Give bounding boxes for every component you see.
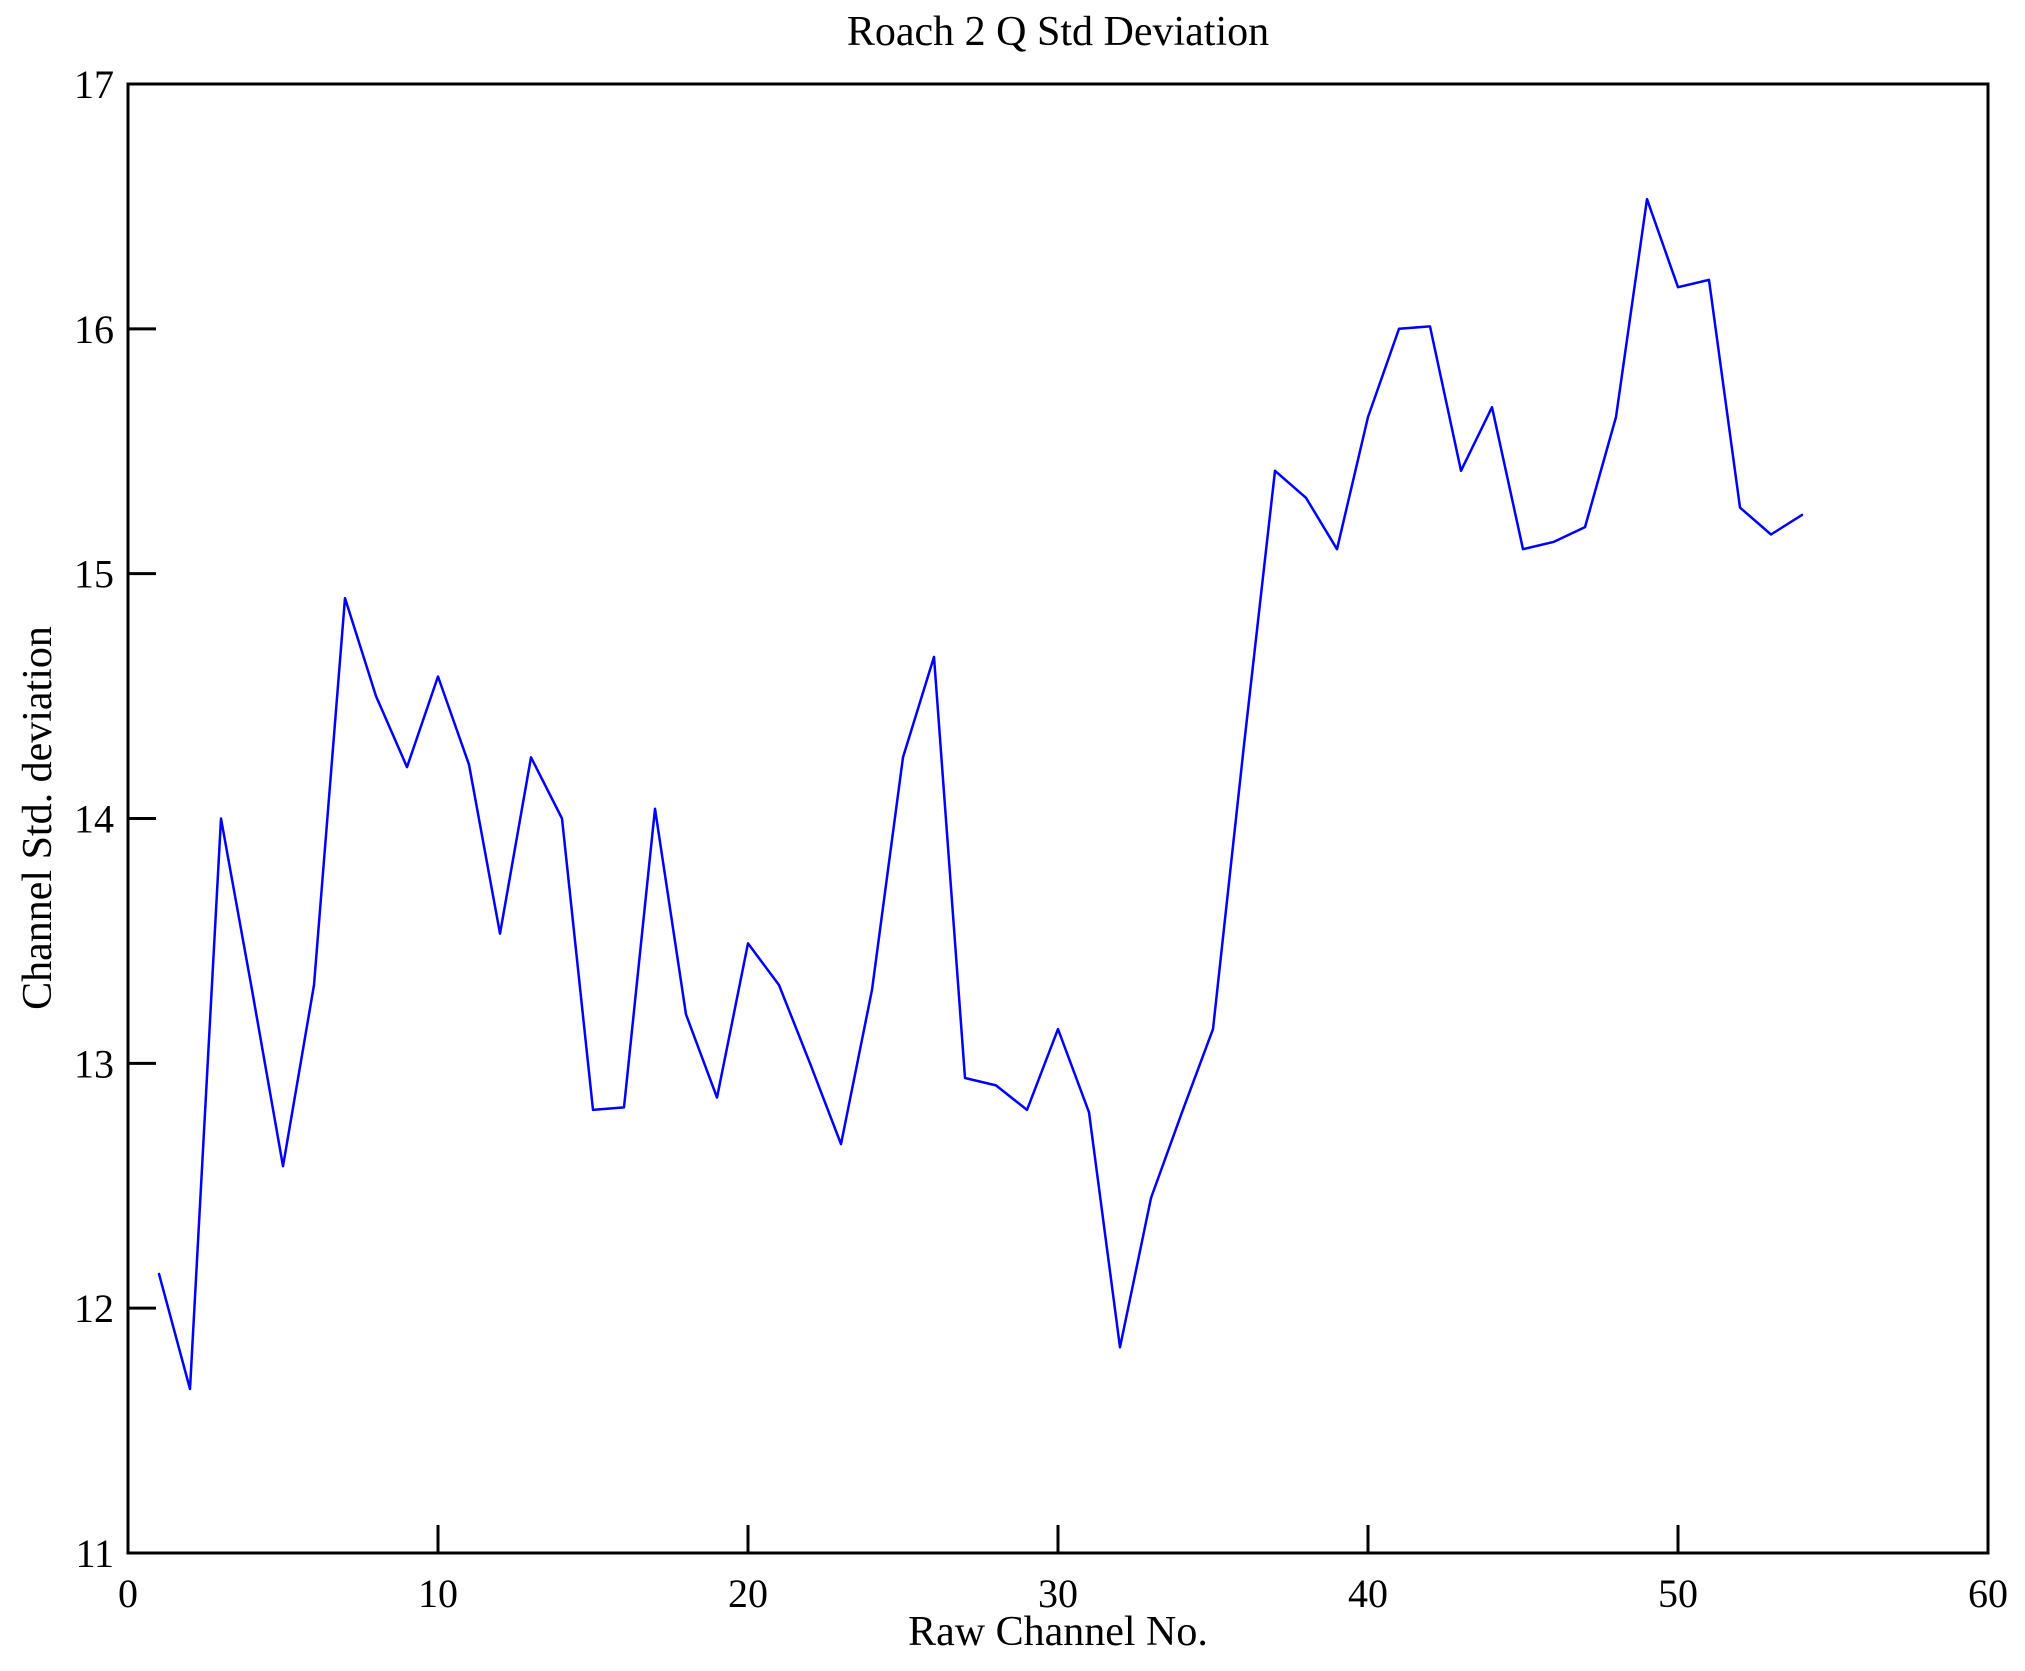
x-tick-label: 10 (418, 1571, 458, 1616)
x-tick-label: 20 (728, 1571, 768, 1616)
x-tick-label: 0 (118, 1571, 138, 1616)
x-tick-label: 40 (1348, 1571, 1388, 1616)
y-tick-label: 13 (74, 1041, 114, 1086)
plot-border (126, 82, 1990, 1555)
y-tick-label: 16 (74, 307, 114, 352)
x-tick-label: 60 (1968, 1571, 2008, 1616)
data-line (157, 197, 1804, 1391)
y-tick-label: 11 (75, 1531, 114, 1576)
y-tick-label: 15 (74, 552, 114, 597)
y-axis-label: Channel Std. deviation (15, 626, 61, 1010)
y-tick-label: 14 (74, 797, 114, 842)
x-tick-label: 50 (1658, 1571, 1698, 1616)
x-tick-label: 30 (1038, 1571, 1078, 1616)
x-axis-label: Raw Channel No. (908, 1609, 1208, 1655)
y-tick-label: 12 (74, 1286, 114, 1331)
y-tick-label: 17 (74, 62, 114, 107)
chart-title: Roach 2 Q Std Deviation (846, 9, 1270, 55)
